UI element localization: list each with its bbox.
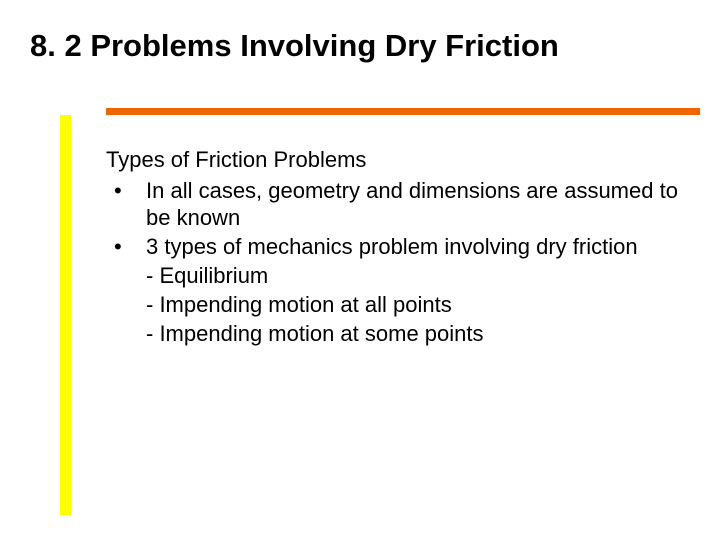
bullet-marker-icon: • bbox=[114, 233, 122, 260]
sub-item: - Impending motion at all points bbox=[146, 291, 680, 318]
bullet-item: • 3 types of mechanics problem involving… bbox=[106, 233, 680, 347]
title-underline bbox=[106, 108, 700, 115]
sub-item: - Equilibrium bbox=[146, 262, 680, 289]
bullet-text: 3 types of mechanics problem involving d… bbox=[146, 234, 638, 259]
slide: 8. 2 Problems Involving Dry Friction Typ… bbox=[0, 0, 720, 540]
accent-bar bbox=[60, 115, 71, 515]
body-region: Types of Friction Problems • In all case… bbox=[106, 146, 680, 349]
slide-title: 8. 2 Problems Involving Dry Friction bbox=[30, 28, 690, 64]
bullet-item: • In all cases, geometry and dimensions … bbox=[106, 177, 680, 231]
bullet-list: • In all cases, geometry and dimensions … bbox=[106, 177, 680, 347]
sub-item: - Impending motion at some points bbox=[146, 320, 680, 347]
bullet-marker-icon: • bbox=[114, 177, 122, 204]
subheading: Types of Friction Problems bbox=[106, 146, 680, 173]
bullet-text: In all cases, geometry and dimensions ar… bbox=[146, 178, 678, 230]
sub-list: - Equilibrium - Impending motion at all … bbox=[146, 262, 680, 347]
